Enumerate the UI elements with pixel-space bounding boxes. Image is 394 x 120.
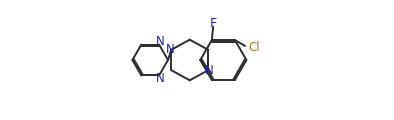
Text: N: N	[156, 72, 165, 85]
Text: Cl: Cl	[249, 41, 260, 54]
Text: F: F	[210, 17, 217, 30]
Text: N: N	[205, 64, 214, 77]
Text: N: N	[156, 35, 165, 48]
Text: N: N	[166, 43, 175, 56]
